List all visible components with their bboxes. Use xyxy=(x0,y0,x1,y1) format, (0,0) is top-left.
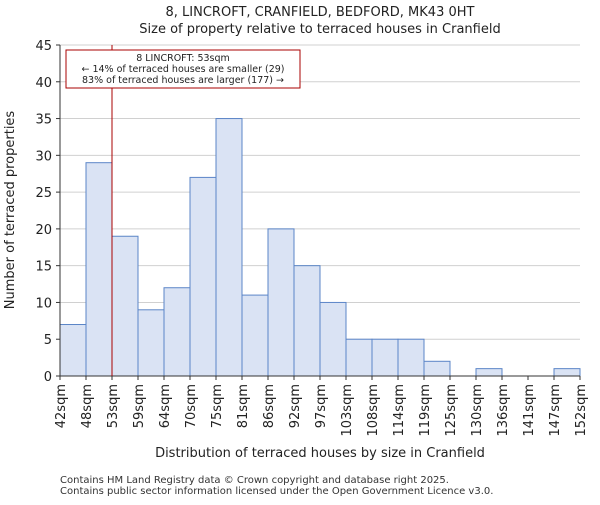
bar-108sqm xyxy=(371,338,399,377)
bar-86sqm xyxy=(267,228,295,377)
annotation-line-1: 8 LINCROFT: 53sqm xyxy=(136,53,230,64)
bar-70sqm xyxy=(189,176,217,377)
bar-64sqm xyxy=(163,287,191,377)
x-tick-label: 108sqm xyxy=(366,384,381,437)
x-tick-label: 119sqm xyxy=(418,384,433,437)
y-tick-labels: 0 5 10 15 20 25 30 35 40 45 xyxy=(35,39,52,385)
y-tick-label: 20 xyxy=(35,223,52,238)
y-tick-label: 40 xyxy=(35,76,52,91)
x-tick-label: 42sqm xyxy=(54,384,69,428)
bar-75sqm xyxy=(215,118,243,377)
x-tick-label: 81sqm xyxy=(236,384,251,428)
x-tick-label: 92sqm xyxy=(288,384,303,428)
x-tick-label: 70sqm xyxy=(184,384,199,428)
y-tick-label: 35 xyxy=(35,113,52,128)
x-tick-label: 103sqm xyxy=(340,384,355,437)
bar-48sqm xyxy=(85,162,113,377)
bar-114sqm xyxy=(397,338,425,377)
x-axis-label: Distribution of terraced houses by size … xyxy=(155,446,485,461)
bar-97sqm xyxy=(319,301,347,377)
y-tick-label: 10 xyxy=(35,296,52,311)
y-tick-label: 15 xyxy=(35,260,52,275)
footer-line-2: Contains public sector information licen… xyxy=(60,486,493,497)
x-tick-label: 147sqm xyxy=(548,384,563,437)
y-tick-label: 0 xyxy=(44,370,52,385)
bar-147sqm xyxy=(553,368,581,377)
annotation-line-3: 83% of terraced houses are larger (177) … xyxy=(82,75,284,86)
bar-42sqm xyxy=(59,324,87,377)
x-tick-label: 130sqm xyxy=(470,384,485,437)
bar-92sqm xyxy=(293,265,321,377)
x-tick-label: 59sqm xyxy=(132,384,147,428)
x-tick-label: 114sqm xyxy=(392,384,407,437)
bar-81sqm xyxy=(241,294,269,377)
bar-103sqm xyxy=(345,338,373,377)
annotation-border xyxy=(65,49,301,89)
x-tick-labels: 42sqm 48sqm 53sqm 59sqm 64sqm 70sqm 75sqm 81sqm… xyxy=(54,384,589,437)
y-tick-label: 25 xyxy=(35,186,52,201)
x-tick-label: 53sqm xyxy=(106,384,121,428)
y-axis-label: Number of terraced properties xyxy=(3,111,18,310)
x-tick-label: 64sqm xyxy=(158,384,173,428)
chart-title: 8, LINCROFT, CRANFIELD, BEDFORD, MK43 0H… xyxy=(166,5,475,20)
annotation-box: 8 LINCROFT: 53sqm ← 14% of terraced hous… xyxy=(65,49,301,89)
axes xyxy=(56,44,581,380)
x-tick-label: 152sqm xyxy=(574,384,589,437)
bar-130sqm xyxy=(475,368,503,377)
footer-line-1: Contains HM Land Registry data © Crown c… xyxy=(60,475,449,486)
annotation-line-2: ← 14% of terraced houses are smaller (29… xyxy=(81,64,284,75)
y-tick-label: 5 xyxy=(44,333,52,348)
bar-53sqm xyxy=(111,235,139,377)
bars xyxy=(59,118,581,377)
x-tick-label: 136sqm xyxy=(496,384,511,437)
bar-119sqm xyxy=(423,360,451,377)
y-tick-label: 30 xyxy=(35,149,52,164)
x-tick-label: 75sqm xyxy=(210,384,225,428)
chart-subtitle: Size of property relative to terraced ho… xyxy=(139,22,500,37)
bar-59sqm xyxy=(137,309,165,377)
x-tick-label: 48sqm xyxy=(80,384,95,428)
y-tick-label: 45 xyxy=(35,39,52,54)
x-tick-label: 86sqm xyxy=(262,384,277,428)
x-tick-label: 97sqm xyxy=(314,384,329,428)
x-tick-label: 125sqm xyxy=(444,384,459,437)
x-tick-label: 141sqm xyxy=(522,384,537,437)
